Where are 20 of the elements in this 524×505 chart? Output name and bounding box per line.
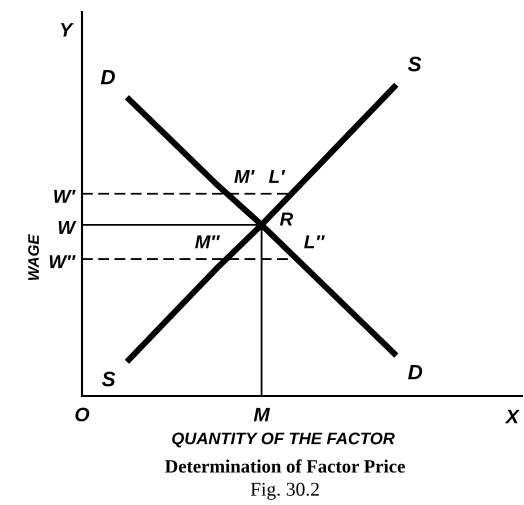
x-tick-label: M bbox=[254, 408, 270, 422]
annotation: L″ bbox=[304, 235, 325, 248]
ref-line-label: W″ bbox=[50, 255, 76, 268]
text: S bbox=[408, 56, 422, 72]
text: X bbox=[504, 410, 520, 424]
ref-line-label: W′ bbox=[54, 190, 76, 203]
x-tick-label: O bbox=[75, 408, 90, 422]
caption: Fig. 30.2 bbox=[250, 482, 319, 500]
series-label: D bbox=[408, 364, 422, 380]
text: Determination of Factor Price bbox=[165, 459, 405, 473]
text: Y bbox=[60, 23, 74, 36]
annotation: M″ bbox=[195, 235, 220, 248]
annotation: R bbox=[280, 212, 294, 226]
series-label: S bbox=[102, 372, 116, 386]
annotation: L′ bbox=[268, 170, 286, 183]
annotation: M′ bbox=[234, 170, 255, 183]
ref-line-label: W bbox=[58, 220, 76, 234]
y-axis-title: WAGE bbox=[28, 234, 39, 280]
x-axis-title: QUANTITY OF THE FACTOR bbox=[172, 432, 395, 448]
text: D bbox=[100, 70, 115, 84]
